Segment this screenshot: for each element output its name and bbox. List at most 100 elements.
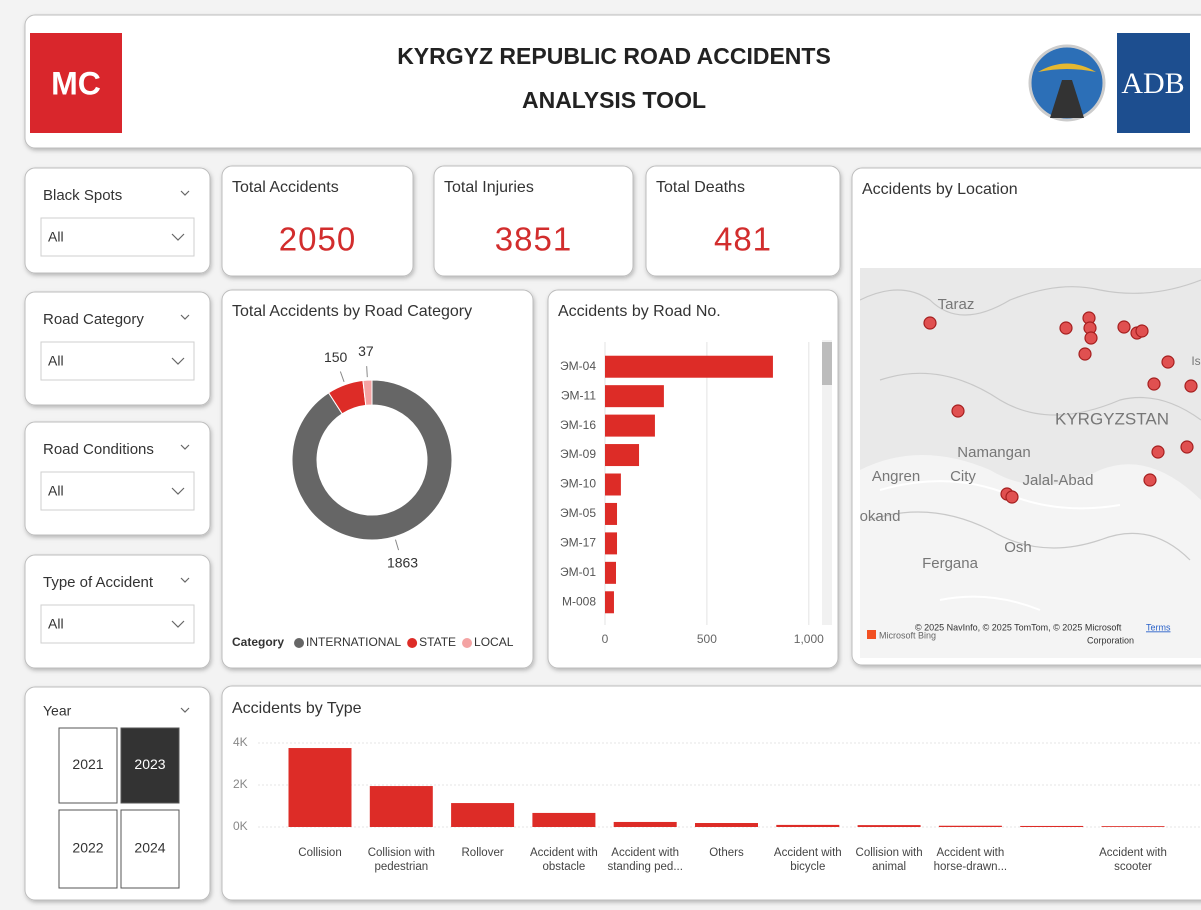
emblem-wing xyxy=(1038,63,1096,72)
map-attribution: Corporation xyxy=(1087,635,1134,645)
slicer-label: Road Conditions xyxy=(43,441,154,458)
slicer-dropdown[interactable] xyxy=(40,341,195,381)
bar xyxy=(605,355,773,378)
x-tick-label-box: Accident with standing ped... xyxy=(607,847,682,873)
x-tick-label-box: Collision with animal xyxy=(855,847,923,873)
logo-box xyxy=(30,33,122,133)
y-tick-label: ЭМ-01 xyxy=(560,565,596,579)
map-place: okand xyxy=(860,508,901,525)
x-tick-label-box: Rollover xyxy=(461,847,504,859)
kpi-label: Total Injuries xyxy=(444,179,534,196)
scroll-thumb[interactable] xyxy=(822,342,832,385)
data-label: 1863 xyxy=(387,554,418,570)
x-tick-label: Accident with bicycle xyxy=(773,847,842,873)
bar xyxy=(605,473,621,496)
slicer-dropdown[interactable] xyxy=(40,217,195,257)
year-button[interactable] xyxy=(58,727,118,804)
map-point[interactable] xyxy=(1147,377,1161,391)
y-tick-label: ЭМ-09 xyxy=(560,447,596,461)
y-tick-label: ЭМ-16 xyxy=(560,418,596,432)
leader-line xyxy=(339,371,345,383)
y-tick-label: 0K xyxy=(233,819,248,833)
x-tick-label-box: Accident with obstacle xyxy=(530,847,598,873)
x-tick-label: 0 xyxy=(602,632,609,646)
chart-title: Total Accidents by Road Category xyxy=(232,303,472,320)
map-place: Jalal-Abad xyxy=(1023,472,1094,489)
year-option: 2022 xyxy=(72,840,103,856)
map-provider: Microsoft Bing xyxy=(879,630,936,640)
x-tick-label: Others xyxy=(709,847,744,859)
donut-card xyxy=(221,289,534,669)
year-option: 2024 xyxy=(134,840,165,856)
map-point[interactable] xyxy=(951,404,965,418)
map-point[interactable] xyxy=(1084,331,1098,345)
bar xyxy=(857,825,921,827)
kpi-card xyxy=(433,165,634,277)
map-point[interactable] xyxy=(1184,379,1198,393)
dropdown-chevron xyxy=(171,357,185,365)
kpi-value: 3851 xyxy=(495,221,572,258)
map-point[interactable] xyxy=(1135,324,1149,338)
kpi-value: 2050 xyxy=(279,221,356,258)
x-tick-label: Accident with scooter xyxy=(1099,847,1167,873)
map-point[interactable] xyxy=(1161,355,1175,369)
map-point[interactable] xyxy=(923,316,937,330)
bar xyxy=(532,812,596,827)
bar xyxy=(605,414,655,437)
map-place: City xyxy=(950,468,976,485)
chart-title: Accidents by Road No. xyxy=(558,303,721,320)
year-chevron xyxy=(180,707,190,713)
slicer-dropdown[interactable] xyxy=(40,471,195,511)
x-tick-label: 500 xyxy=(697,632,717,646)
x-tick-label: Accident with horse-drawn... xyxy=(933,847,1008,873)
map-place: Taraz xyxy=(938,296,975,313)
kpi-label: Total Deaths xyxy=(656,179,745,196)
map-point[interactable] xyxy=(1143,473,1157,487)
kpi-label: Total Accidents xyxy=(232,179,339,196)
slicer-value: All xyxy=(48,353,64,369)
slicer-label: Black Spots xyxy=(43,187,122,204)
x-tick-label-box: Accident with scooter xyxy=(1099,847,1167,873)
slicer-value: All xyxy=(48,483,64,499)
map-point[interactable] xyxy=(1117,320,1131,334)
data-label: 37 xyxy=(358,343,374,359)
x-tick-label: Collision with animal xyxy=(855,847,923,873)
slicer-chevron xyxy=(180,444,190,450)
map-terms[interactable]: Terms xyxy=(1146,622,1171,632)
title-line-2: ANALYSIS TOOL xyxy=(522,87,706,113)
donut-slice xyxy=(291,379,453,541)
year-button[interactable] xyxy=(120,727,180,804)
x-tick-label-box: Accident with horse-drawn... xyxy=(933,847,1008,873)
bar xyxy=(605,444,640,467)
slicer-dropdown[interactable] xyxy=(40,604,195,644)
map-point[interactable] xyxy=(1078,347,1092,361)
map-place: Angren xyxy=(872,468,920,485)
bar xyxy=(369,786,433,827)
year-option: 2021 xyxy=(72,756,103,772)
x-tick-label: Rollover xyxy=(461,847,504,859)
bar-card xyxy=(547,289,839,669)
slicer-label: Type of Accident xyxy=(43,574,154,591)
x-tick-label-box: Others xyxy=(709,847,744,859)
year-button[interactable] xyxy=(58,809,118,889)
map-point[interactable] xyxy=(1005,490,1019,504)
legend-swatch xyxy=(294,638,305,648)
map-place: Osh xyxy=(1004,539,1032,556)
bar xyxy=(605,532,618,555)
map-attribution: © 2025 NavInfo, © 2025 TomTom, © 2025 Mi… xyxy=(915,622,1122,632)
legend-entry: STATE xyxy=(419,635,456,649)
map-point[interactable] xyxy=(1059,321,1073,335)
map-point[interactable] xyxy=(1151,445,1165,459)
map-title: Accidents by Location xyxy=(862,181,1018,198)
map-point[interactable] xyxy=(1180,440,1194,454)
header-card xyxy=(24,14,1201,149)
x-tick-label: Collision xyxy=(298,847,342,859)
logo-text: MC xyxy=(51,65,101,101)
bar xyxy=(938,825,1002,827)
slicer-label: Road Category xyxy=(43,311,144,328)
y-tick-label: ЭМ-17 xyxy=(560,536,596,550)
map-place: KYRGYZSTAN xyxy=(1055,409,1169,428)
x-tick-label-box: Collision with pedestrian xyxy=(368,847,435,873)
year-button[interactable] xyxy=(120,809,180,889)
